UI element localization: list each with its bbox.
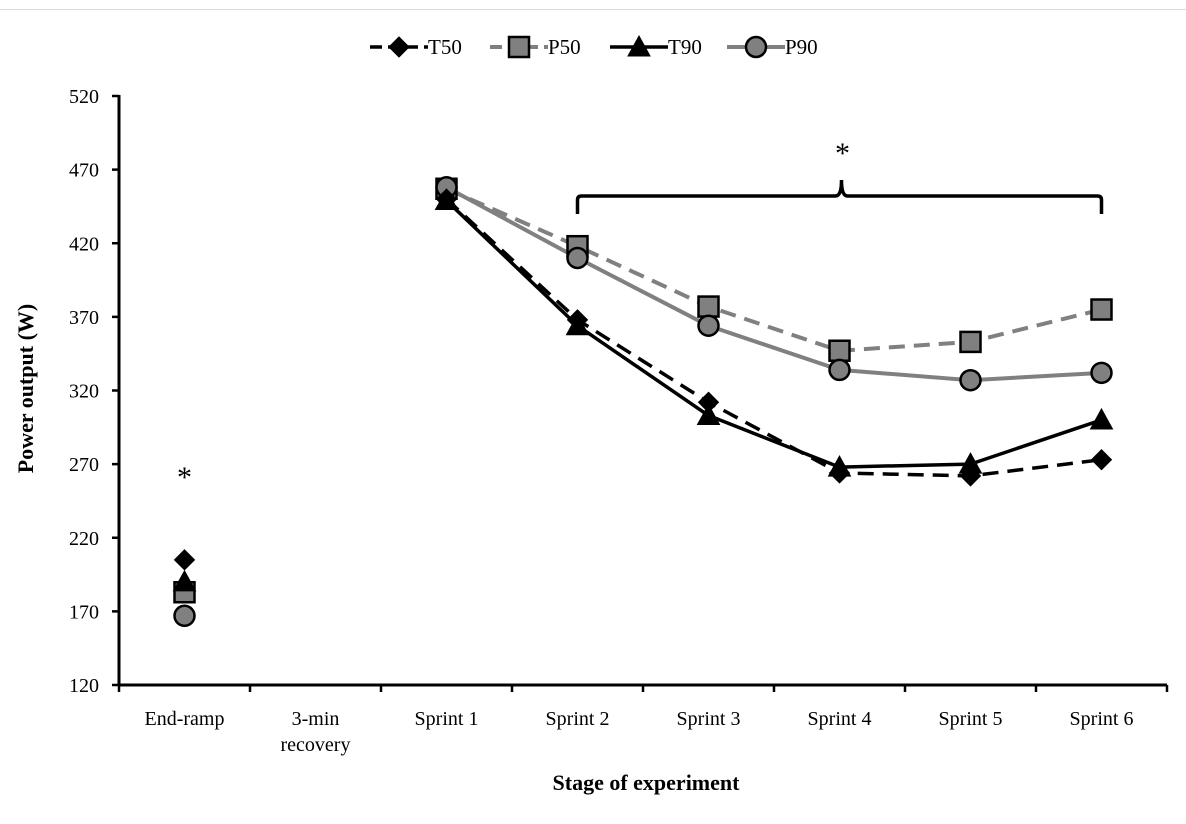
data-point-t90 [172,569,197,592]
y-tick-label: 420 [69,233,99,255]
y-tick-label: 170 [69,601,99,623]
series-line-p50 [445,186,1102,353]
significance-asterisk: * [835,137,850,170]
legend-marker-p90 [744,35,768,59]
y-tick-label: 270 [69,454,99,476]
data-point-t90 [1089,407,1114,430]
y-axis-title: Power output (W) [13,304,38,473]
legend-label-p90: P90 [785,35,818,59]
series-line-t50 [445,197,1102,478]
data-point-p90 [828,358,851,382]
data-point-p90 [1090,361,1113,385]
legend-marker-p50 [507,35,531,59]
data-point-p90 [959,368,982,392]
y-tick-label: 370 [69,307,99,329]
data-point-t90 [827,455,852,477]
series-line-t90 [445,199,1103,469]
legend-marker-t50 [388,36,410,58]
x-axis-title: Stage of experiment [553,770,741,795]
data-point-p90 [566,246,589,270]
data-point-t50 [173,549,196,571]
x-tick-label: End-ramp [145,708,225,730]
y-tick-label: 120 [69,675,99,697]
y-tick-label: 320 [69,381,99,403]
y-tick-label: 520 [69,86,99,108]
x-tick-label: 3-min recovery [281,708,351,756]
data-point-p50 [1090,298,1113,321]
y-tick-label: 220 [69,528,99,550]
y-tick-label: 470 [69,160,99,182]
x-tick-label: Sprint 3 [677,708,741,730]
data-point-t50 [1090,449,1113,471]
x-tick-label: Sprint 2 [546,708,610,730]
legend-label-t50: T50 [428,35,462,59]
significance-asterisk: * [177,461,192,494]
series-line-p90 [445,185,1102,383]
legend-marker-t90 [627,34,651,57]
data-point-p90 [697,314,720,337]
data-point-t90 [696,403,721,426]
x-tick-label: Sprint 6 [1070,708,1134,730]
data-point-p50 [697,295,720,318]
data-point-t90 [434,188,459,211]
x-tick-label: Sprint 4 [808,708,872,730]
top-divider [0,9,1186,10]
data-point-t90 [565,313,590,336]
x-tick-label: Sprint 1 [415,708,479,730]
data-point-p50 [959,330,982,354]
data-point-p90 [173,604,196,628]
legend-label-t90: T90 [668,35,702,59]
data-point-t90 [958,452,983,474]
data-point-p50 [828,339,851,362]
legend-label-p50: P50 [548,35,581,59]
significance-bracket [575,179,1104,214]
x-tick-label: Sprint 5 [939,708,1003,730]
